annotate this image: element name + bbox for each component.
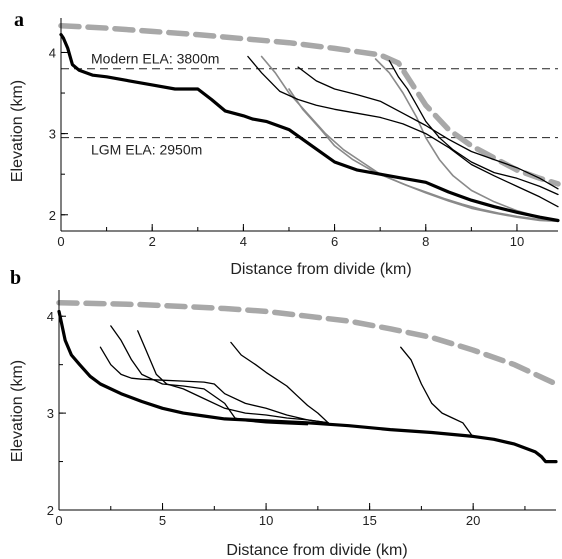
ela-label-1: Modern ELA: 3800m (91, 51, 219, 67)
ela-label-2: LGM ELA: 2950m (91, 142, 202, 158)
x-tick-label: 20 (466, 513, 480, 528)
series-dashed-gray-2 (58, 22, 561, 187)
x-tick-label: 10 (259, 513, 273, 528)
series-thin-gray-4 (288, 88, 559, 223)
x-tick-label: 5 (159, 513, 166, 528)
panel-b-axes: 0 5 10 15 20 2 3 4 (47, 290, 556, 528)
y-tick-label: 4 (49, 45, 56, 60)
panel-b-ylabel: Elevation (km) (9, 360, 26, 462)
series-thin-black-6 (247, 55, 559, 208)
series-thin-black-6 (230, 341, 329, 424)
panel-a-reference-lines: Modern ELA: 3800m LGM ELA: 2950m (61, 49, 558, 159)
panel-b-series (56, 299, 559, 464)
y-tick-label: 4 (47, 309, 54, 324)
ela-label-background-2 (87, 140, 257, 159)
panel-b-label: b (10, 267, 21, 289)
series-dashed-gray-2 (56, 299, 559, 387)
panel-a-label: a (14, 9, 24, 31)
x-tick-label: 15 (362, 513, 376, 528)
x-tick-label: 8 (422, 234, 429, 249)
series-thin-black-3 (99, 346, 329, 424)
series-thick-black-1 (57, 309, 558, 464)
panel-b-xlabel: Distance from divide (km) (226, 542, 407, 559)
series-thin-black-7 (400, 346, 474, 438)
x-tick-label: 2 (149, 234, 156, 249)
ela-label-background-1 (87, 49, 267, 68)
series-thin-black-4 (110, 325, 309, 426)
panel-a-series (58, 22, 561, 223)
x-tick-label: 6 (331, 234, 338, 249)
x-tick-label: 0 (57, 234, 64, 249)
y-tick-label: 3 (47, 406, 54, 421)
x-tick-label: 4 (240, 234, 247, 249)
x-tick-label: 10 (510, 234, 524, 249)
series-thin-black-8 (388, 59, 559, 196)
series-thick-black-1 (59, 32, 560, 223)
panel-a-ylabel: Elevation (km) (9, 80, 26, 182)
y-tick-label: 2 (49, 208, 56, 223)
series-thin-black-7 (297, 66, 559, 190)
series-thin-black-5 (137, 330, 329, 424)
panel-a-xlabel: Distance from divide (km) (230, 261, 411, 278)
y-tick-label: 2 (47, 503, 54, 518)
y-tick-label: 3 (49, 127, 56, 142)
x-tick-label: 0 (55, 513, 62, 528)
